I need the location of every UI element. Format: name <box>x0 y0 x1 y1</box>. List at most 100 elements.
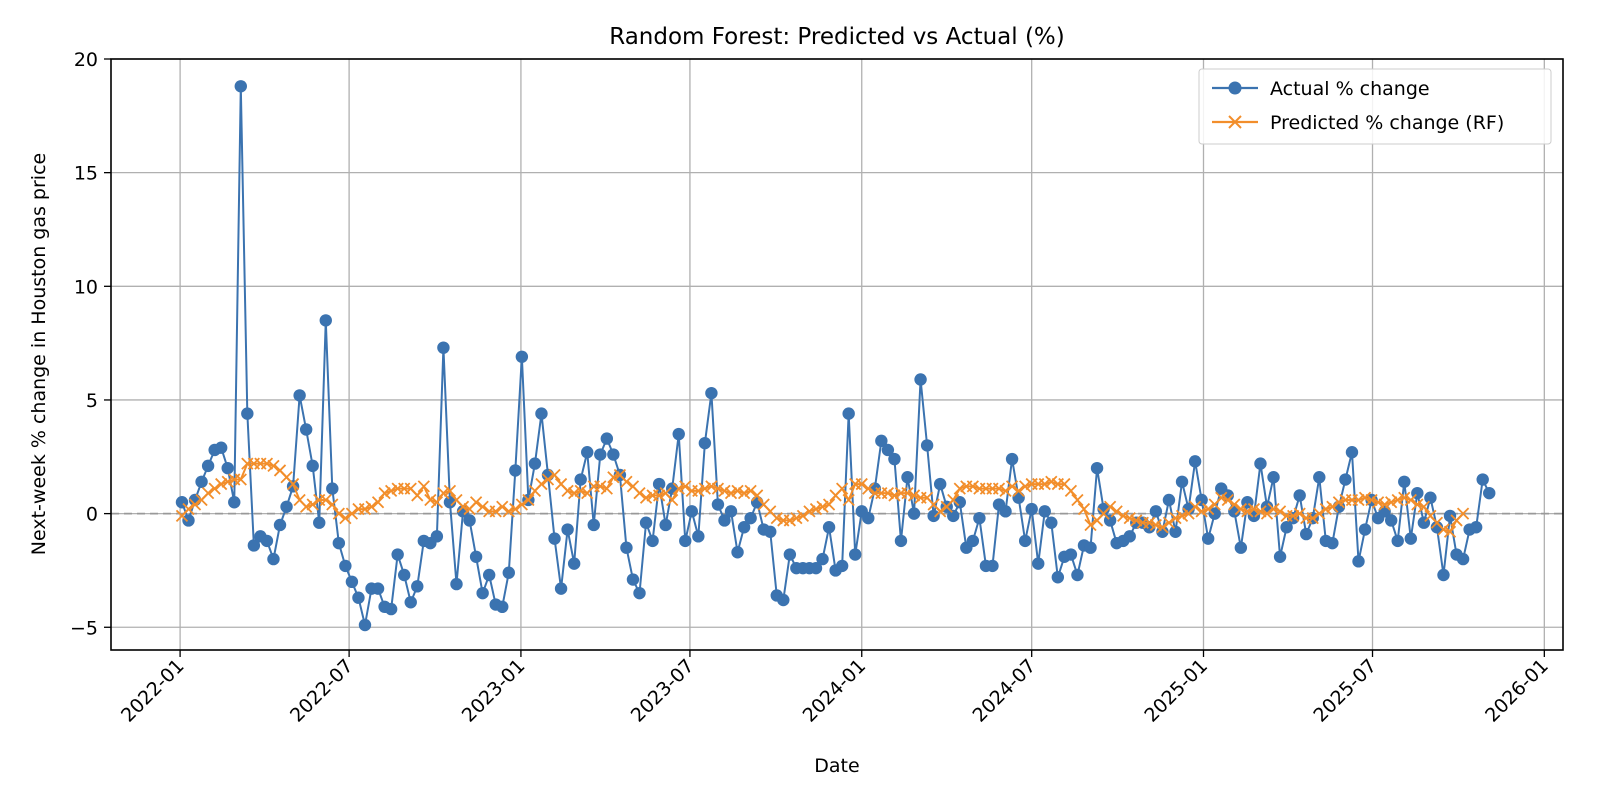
data-point-predicted <box>1071 493 1084 507</box>
data-point-predicted <box>541 473 555 486</box>
data-point-predicted <box>999 484 1012 498</box>
x-tick-label: 2026-01 <box>1481 655 1553 727</box>
plot-frame <box>110 58 1564 651</box>
data-point-actual <box>1280 521 1293 534</box>
data-point-predicted <box>679 480 692 493</box>
data-point-actual <box>953 496 966 509</box>
data-point-predicted <box>737 487 751 500</box>
data-point-predicted <box>1398 491 1411 504</box>
data-point-predicted <box>1273 505 1287 518</box>
data-point-actual <box>214 441 228 454</box>
data-point-actual <box>391 548 404 561</box>
data-point-actual <box>1352 555 1365 568</box>
data-point-actual <box>1045 516 1058 529</box>
data-point-actual <box>182 514 195 527</box>
data-point-actual <box>1234 541 1248 554</box>
y-tick-label: 15 <box>74 163 98 185</box>
data-point-actual <box>1313 471 1326 484</box>
data-point-predicted <box>1188 500 1202 513</box>
data-point-actual <box>1267 471 1280 484</box>
data-point-actual <box>345 575 359 589</box>
data-point-actual <box>241 407 254 420</box>
data-point-actual <box>764 525 777 538</box>
x-tick-label: 2022-01 <box>117 655 189 727</box>
data-point-predicted <box>182 502 195 516</box>
data-point-actual <box>1188 455 1202 468</box>
data-point-predicted <box>639 491 653 504</box>
data-point-actual <box>1162 493 1176 507</box>
data-point-predicted <box>907 489 921 502</box>
data-point-predicted <box>692 484 705 498</box>
data-point-predicted <box>561 484 574 498</box>
data-point-predicted <box>816 500 829 513</box>
data-point-actual <box>306 459 319 473</box>
data-point-actual <box>620 541 633 554</box>
data-point-predicted <box>705 480 718 493</box>
data-point-predicted <box>855 477 868 491</box>
data-point-actual <box>999 505 1012 518</box>
data-point-actual <box>581 446 594 459</box>
data-point-predicted <box>934 505 947 518</box>
x-tick-label: 2024-01 <box>799 655 871 727</box>
data-point-actual <box>698 436 712 450</box>
data-point-actual <box>783 548 797 561</box>
data-point-actual <box>326 482 339 495</box>
data-point-actual <box>718 514 731 527</box>
data-point-actual <box>450 577 463 591</box>
data-point-actual <box>515 350 529 363</box>
data-point-predicted <box>947 493 960 507</box>
data-point-actual <box>567 557 581 570</box>
chart-title: Random Forest: Predicted vs Actual (%) <box>609 24 1065 50</box>
data-point-predicted <box>456 500 470 513</box>
data-point-predicted <box>731 484 744 498</box>
data-point-actual <box>1339 473 1352 486</box>
data-point-actual <box>1175 475 1189 488</box>
data-point-actual <box>1208 507 1221 520</box>
data-point-actual <box>1391 534 1404 548</box>
data-point-predicted <box>437 487 450 500</box>
data-point-actual <box>1430 521 1444 534</box>
data-point-actual <box>1084 541 1097 554</box>
data-point-actual <box>633 586 646 600</box>
x-tick-label: 2024-07 <box>969 655 1041 727</box>
data-point-predicted <box>600 482 613 495</box>
data-point-actual <box>548 532 561 545</box>
data-point-predicted <box>300 500 313 513</box>
data-point-actual <box>358 618 372 632</box>
data-point-predicted <box>1038 477 1051 491</box>
data-point-actual <box>711 498 725 511</box>
data-point-predicted <box>574 484 587 498</box>
data-point-actual <box>842 407 855 420</box>
data-point-predicted <box>1221 493 1234 507</box>
data-point-actual <box>1273 550 1287 563</box>
data-point-predicted <box>326 498 339 511</box>
data-point-predicted <box>1123 512 1136 525</box>
legend-marker-predicted <box>1228 115 1242 129</box>
data-point-actual <box>1201 532 1215 545</box>
data-point-predicted <box>1391 493 1404 507</box>
data-point-predicted <box>1110 505 1123 518</box>
data-point-predicted <box>384 484 398 498</box>
data-point-actual <box>659 518 672 532</box>
data-point-actual <box>986 559 999 573</box>
data-point-predicted <box>966 480 979 493</box>
data-point-actual <box>1476 473 1489 486</box>
data-point-predicted <box>221 475 234 488</box>
data-point-actual <box>352 591 365 604</box>
data-point-actual <box>1424 491 1437 504</box>
data-point-actual <box>679 534 692 548</box>
data-point-predicted <box>672 482 685 495</box>
data-point-predicted <box>208 482 221 495</box>
data-point-actual <box>1032 557 1045 570</box>
data-point-predicted <box>652 489 666 502</box>
data-point-predicted <box>286 477 300 491</box>
data-point-actual <box>1025 502 1038 516</box>
data-point-predicted <box>862 482 875 495</box>
data-point-actual <box>600 432 614 445</box>
data-point-actual <box>1038 505 1051 518</box>
data-point-predicted <box>1077 502 1091 516</box>
data-point-predicted <box>568 487 581 500</box>
data-point-actual <box>894 534 908 548</box>
data-point-actual <box>496 600 509 614</box>
